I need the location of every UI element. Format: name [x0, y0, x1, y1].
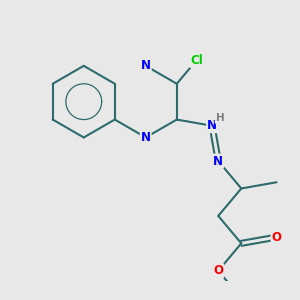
Text: H: H — [216, 113, 224, 123]
Text: N: N — [207, 119, 217, 132]
Text: N: N — [141, 131, 151, 144]
Text: N: N — [141, 59, 151, 72]
Text: O: O — [213, 264, 223, 277]
Text: N: N — [213, 154, 223, 167]
Text: O: O — [272, 231, 282, 244]
Text: Cl: Cl — [190, 54, 203, 67]
